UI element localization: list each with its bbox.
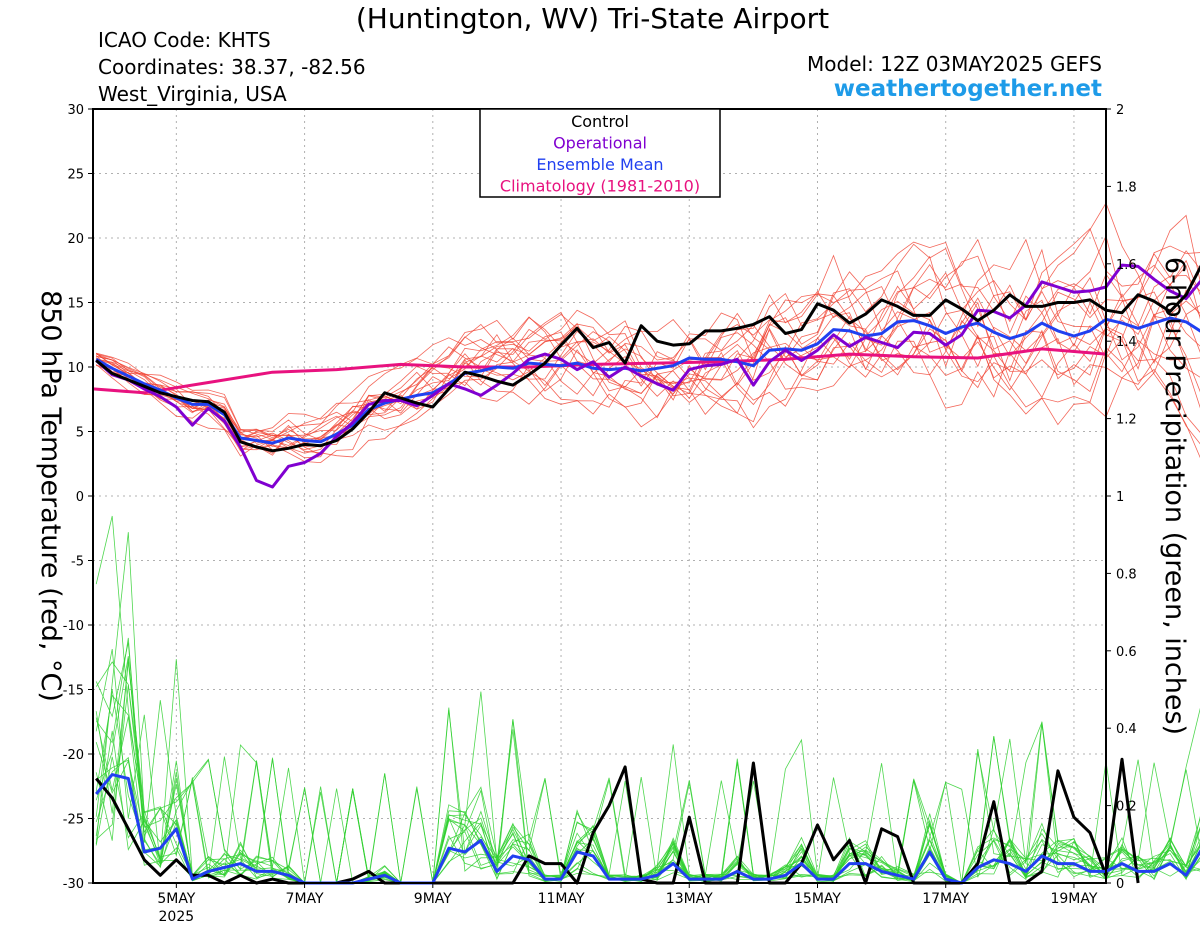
temp-mean-line — [95, 316, 1200, 445]
model-run: Model: 12Z 03MAY2025 GEFS — [807, 52, 1102, 76]
y-tick-label: -25 — [63, 813, 84, 828]
year-label: 2025 — [159, 909, 195, 925]
icao-code: ICAO Code: KHTS — [98, 28, 271, 52]
precip-mean-line — [95, 773, 1200, 885]
grid — [93, 109, 1106, 883]
y2-tick-label: 1.2 — [1116, 413, 1137, 428]
region: West_Virginia, USA — [98, 82, 287, 106]
series-lines — [92, 263, 1200, 885]
climatology-line — [92, 347, 1107, 395]
x-tick-label: 5MAY — [157, 891, 195, 907]
x-tick-label: 9MAY — [414, 891, 452, 907]
y-tick-label: -10 — [63, 619, 84, 634]
axes: 302520151050-5-10-15-20-25-3021.81.61.41… — [35, 103, 1190, 925]
y2-tick-label: 1.8 — [1116, 180, 1137, 195]
y2-tick-label: 0.2 — [1116, 800, 1137, 815]
y2-axis-title: 6-hour Precipitation (green, inches) — [1159, 257, 1190, 735]
y-axis-title: 850 hPa Temperature (red, °C) — [35, 290, 66, 702]
x-tick-label: 13MAY — [666, 891, 713, 907]
x-tick-label: 17MAY — [922, 891, 969, 907]
x-tick-label: 7MAY — [286, 891, 324, 907]
temp-member-line — [96, 293, 1200, 458]
legend-entry: Climatology (1981-2010) — [500, 177, 700, 196]
y2-tick-label: 0.4 — [1116, 722, 1137, 737]
precip-member-line — [95, 649, 1200, 884]
precip-member-line — [95, 730, 1200, 884]
y2-tick-label: 1 — [1116, 490, 1124, 505]
legend-entry: Ensemble Mean — [536, 155, 663, 174]
temp-member-line — [96, 263, 1200, 454]
coordinates: Coordinates: 38.37, -82.56 — [98, 55, 366, 79]
x-tick-label: 15MAY — [794, 891, 841, 907]
y-tick-label: 30 — [67, 103, 84, 118]
temp-operational-line — [95, 263, 1200, 489]
y-tick-label: 25 — [67, 168, 84, 183]
y-tick-label: 0 — [76, 490, 84, 505]
temp-member-line — [95, 271, 1200, 459]
temp-member-line — [96, 234, 1200, 459]
x-tick-label: 11MAY — [538, 891, 585, 907]
y-tick-label: -20 — [63, 748, 84, 763]
y-tick-label: -5 — [71, 555, 84, 570]
precip-member-line — [95, 637, 1200, 884]
temp-member-line — [95, 308, 1200, 440]
y-tick-label: -30 — [63, 877, 84, 892]
temp-member-line — [95, 282, 1200, 457]
y-tick-label: 15 — [67, 297, 84, 312]
y2-tick-label: 1.6 — [1116, 258, 1137, 273]
precip-member-line — [95, 661, 1200, 884]
temp-member-line — [96, 227, 1200, 450]
legend-entry: Operational — [553, 134, 647, 153]
legend-box — [479, 108, 721, 198]
x-tick-label: 19MAY — [1050, 891, 1097, 907]
y-tick-label: 5 — [76, 426, 84, 441]
legend: Control Operational Ensemble Mean Climatolo… — [479, 108, 721, 198]
temp-member-line — [95, 214, 1200, 440]
site-link[interactable]: weathertogether.net — [833, 76, 1102, 102]
legend-entry: Control — [571, 112, 629, 131]
y2-tick-label: 1.4 — [1116, 335, 1137, 350]
y2-tick-label: 0 — [1116, 877, 1124, 892]
y-tick-label: 20 — [67, 232, 84, 247]
precip-member-line — [95, 515, 1200, 884]
y2-tick-label: 2 — [1116, 103, 1124, 118]
temp-member-line — [96, 255, 1200, 451]
y2-tick-label: 0.6 — [1116, 645, 1137, 660]
y2-tick-label: 0.8 — [1116, 567, 1137, 582]
chart-title: (Huntington, WV) Tri-State Airport — [355, 2, 830, 35]
precip-member-line — [95, 642, 1200, 884]
temp-control-line — [95, 264, 1200, 453]
y-tick-label: 10 — [67, 361, 84, 376]
precip-member-line — [95, 656, 1200, 884]
precip-member-line — [95, 756, 1200, 884]
y-tick-label: -15 — [63, 684, 84, 699]
